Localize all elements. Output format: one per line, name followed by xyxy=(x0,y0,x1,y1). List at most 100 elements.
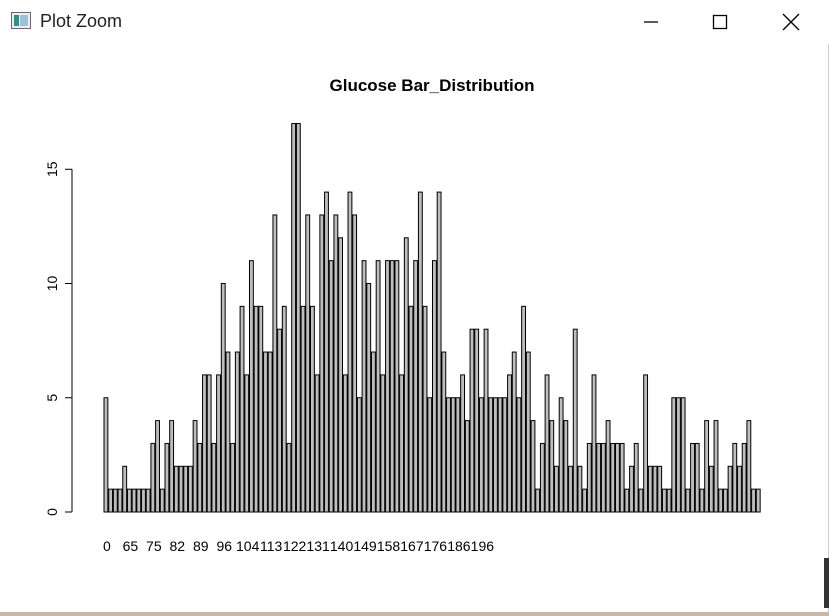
minimize-button[interactable] xyxy=(628,0,674,44)
bar xyxy=(643,374,649,513)
x-tick-label: 186 xyxy=(447,538,471,554)
title-bar[interactable]: Plot Zoom xyxy=(0,0,829,44)
bar xyxy=(361,260,367,513)
bar xyxy=(610,442,616,513)
bar xyxy=(755,488,761,513)
bar xyxy=(267,351,273,513)
bar xyxy=(103,397,109,513)
x-tick-label: 89 xyxy=(193,538,209,554)
bar xyxy=(370,351,376,513)
bar xyxy=(192,420,198,513)
bar xyxy=(699,488,705,513)
bar xyxy=(197,442,203,513)
bar xyxy=(549,420,555,513)
bar xyxy=(497,397,503,513)
bar xyxy=(751,488,756,513)
bar xyxy=(507,374,512,513)
bar xyxy=(173,465,179,513)
x-tick-label: 104 xyxy=(236,538,260,554)
bar xyxy=(150,442,156,513)
bar xyxy=(521,305,527,513)
bar xyxy=(596,442,602,513)
bar xyxy=(694,442,700,513)
plot-canvas: Glucose Bar_Distribution 0 5 10 15 0 65 75 82 8… xyxy=(44,76,761,554)
bar xyxy=(685,488,691,513)
bar xyxy=(450,397,456,513)
bar xyxy=(413,260,419,513)
bar xyxy=(629,465,634,513)
bar xyxy=(680,397,686,513)
bar xyxy=(108,488,114,513)
bar xyxy=(375,260,381,513)
bar xyxy=(427,397,433,513)
bar xyxy=(544,374,550,513)
x-tick-label: 140 xyxy=(330,538,354,554)
bar xyxy=(446,397,451,513)
bar xyxy=(216,374,221,513)
bars-group xyxy=(103,123,761,513)
bar xyxy=(394,260,400,513)
bar xyxy=(652,465,658,513)
bar xyxy=(577,465,583,513)
bar xyxy=(624,488,630,513)
bar xyxy=(535,488,541,513)
x-tick-label: 131 xyxy=(306,538,330,554)
bar xyxy=(408,305,414,513)
bar xyxy=(141,488,146,513)
y-tick-label: 10 xyxy=(44,276,60,292)
bar xyxy=(328,260,334,513)
bar xyxy=(732,442,738,513)
bar xyxy=(234,351,240,513)
bar xyxy=(474,328,480,513)
x-tick-label: 122 xyxy=(283,538,307,554)
bar xyxy=(676,397,681,513)
bar xyxy=(342,374,348,513)
bar xyxy=(718,488,724,513)
minimize-icon xyxy=(644,21,658,23)
bar xyxy=(136,488,142,513)
bar xyxy=(183,465,189,513)
bar xyxy=(488,397,494,513)
bar xyxy=(671,397,677,513)
bar xyxy=(633,442,639,513)
window-edge-handle[interactable] xyxy=(824,558,829,608)
bar xyxy=(178,465,184,513)
bar xyxy=(220,283,226,513)
bar xyxy=(145,488,151,513)
bar xyxy=(441,351,447,513)
bottom-border xyxy=(0,612,829,616)
bar xyxy=(239,305,245,513)
maximize-button[interactable] xyxy=(697,0,743,44)
x-tick-label: 149 xyxy=(353,538,377,554)
bar xyxy=(380,374,386,513)
close-button[interactable] xyxy=(768,0,814,44)
bar xyxy=(333,214,339,513)
bar xyxy=(122,465,128,513)
bar xyxy=(352,214,358,513)
bar xyxy=(286,442,292,513)
bar xyxy=(502,397,508,513)
bar xyxy=(155,420,160,513)
bar xyxy=(539,442,545,513)
bar xyxy=(263,351,268,513)
bar xyxy=(619,442,625,513)
bar xyxy=(305,214,311,513)
bar xyxy=(248,260,254,513)
bar xyxy=(225,351,231,513)
bar xyxy=(563,420,569,513)
bar xyxy=(661,488,667,513)
bar xyxy=(112,488,118,513)
bar xyxy=(159,488,165,513)
bar xyxy=(558,397,564,513)
x-tick-label: 158 xyxy=(377,538,401,554)
x-tick-label: 65 xyxy=(123,538,139,554)
bar xyxy=(187,465,193,513)
bar xyxy=(436,191,442,513)
x-tick-label: 196 xyxy=(471,538,495,554)
bar xyxy=(722,488,728,513)
bar xyxy=(647,465,653,513)
y-tick-label: 0 xyxy=(44,508,60,516)
bar xyxy=(746,420,752,513)
bar xyxy=(347,191,353,513)
bar xyxy=(126,488,132,513)
